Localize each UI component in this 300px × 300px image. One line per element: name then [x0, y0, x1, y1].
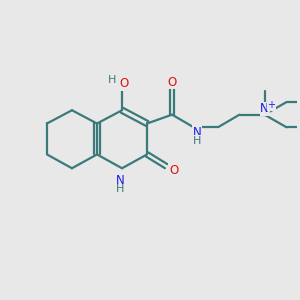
Text: O: O: [167, 76, 177, 89]
Text: N: N: [260, 102, 269, 115]
Text: O: O: [169, 164, 178, 176]
Text: H: H: [107, 75, 116, 85]
Text: N: N: [192, 126, 201, 139]
Text: O: O: [120, 77, 129, 90]
Text: H: H: [116, 184, 125, 194]
Text: +: +: [267, 100, 275, 110]
Text: H: H: [193, 136, 201, 146]
Text: N: N: [116, 174, 125, 187]
